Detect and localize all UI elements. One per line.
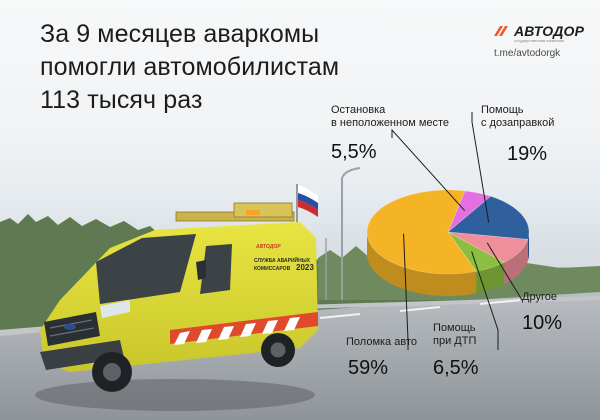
van-logo-text: АВТОДОР: [255, 244, 281, 250]
label-refuel-line-2: с дозаправкой: [481, 117, 555, 129]
van-number-text: 2023: [296, 263, 314, 272]
pie-side-refuel: [527, 232, 529, 262]
brand-block: АВТОДОР государственная компания t.me/av…: [492, 24, 597, 64]
value-breakdown: 59%: [348, 357, 389, 379]
label-stop: Остановка в неположенном месте: [331, 104, 449, 130]
label-other: Другое: [522, 291, 557, 303]
emergency-van: СЛУЖБА АВАРИЙНЫХ КОМИССАРОВ АВТОДОР 2023: [40, 184, 318, 392]
leader-line-dtp: [471, 251, 499, 350]
leader-line-other: [486, 242, 523, 301]
leader-lines: [391, 112, 523, 350]
label-refuel: Помощь с дозаправкой: [481, 104, 554, 130]
leader-line-stop: [391, 128, 465, 211]
pie-side-breakdown: [367, 232, 477, 296]
brand-tagline: государственная компания: [514, 38, 565, 43]
van-side-text-2: КОМИССАРОВ: [254, 266, 291, 272]
value-other: 10%: [522, 312, 563, 334]
label-dtp-line-1: Помощь: [433, 322, 476, 334]
avtodor-logo-icon: [494, 26, 508, 36]
pie-slice-other: [447, 231, 529, 263]
headline: За 9 месяцев аваркомы помогли автомобили…: [40, 18, 339, 117]
label-breakdown: Поломка авто: [346, 336, 417, 348]
leader-line-breakdown: [403, 233, 409, 350]
road-shoulder: [0, 296, 600, 336]
brand-name: АВТОДОР: [514, 23, 585, 39]
label-refuel-line-1: Помощь: [481, 104, 524, 116]
label-dtp: Помощь при ДТП: [433, 322, 476, 348]
headline-line-3: 113 тысяч раз: [40, 86, 203, 114]
chevron-stripes: [170, 312, 318, 345]
pie-side-other: [504, 239, 528, 285]
pie-slice-refuel: [447, 195, 530, 240]
value-refuel: 19%: [507, 143, 548, 165]
leader-line-refuel: [471, 112, 490, 223]
pie-tops: [366, 189, 530, 275]
label-stop-line-2: в неположенном месте: [331, 117, 450, 129]
value-dtp: 6,5%: [433, 357, 479, 379]
pie-slice-breakdown: [366, 189, 477, 275]
label-dtp-line-2: при ДТП: [433, 335, 477, 347]
headline-line-2: помогли автомобилистам: [40, 53, 340, 81]
van-side-text-1: СЛУЖБА АВАРИЙНЫХ: [254, 256, 311, 264]
telegram-link[interactable]: t.me/avtodorgk: [494, 48, 561, 59]
value-stop: 5,5%: [331, 141, 377, 163]
label-stop-line-1: Остановка: [331, 104, 386, 116]
pie-slice-stop: [447, 190, 492, 233]
headline-line-1: За 9 месяцев аваркомы: [40, 20, 320, 48]
pie-slice-dtp: [447, 231, 505, 272]
